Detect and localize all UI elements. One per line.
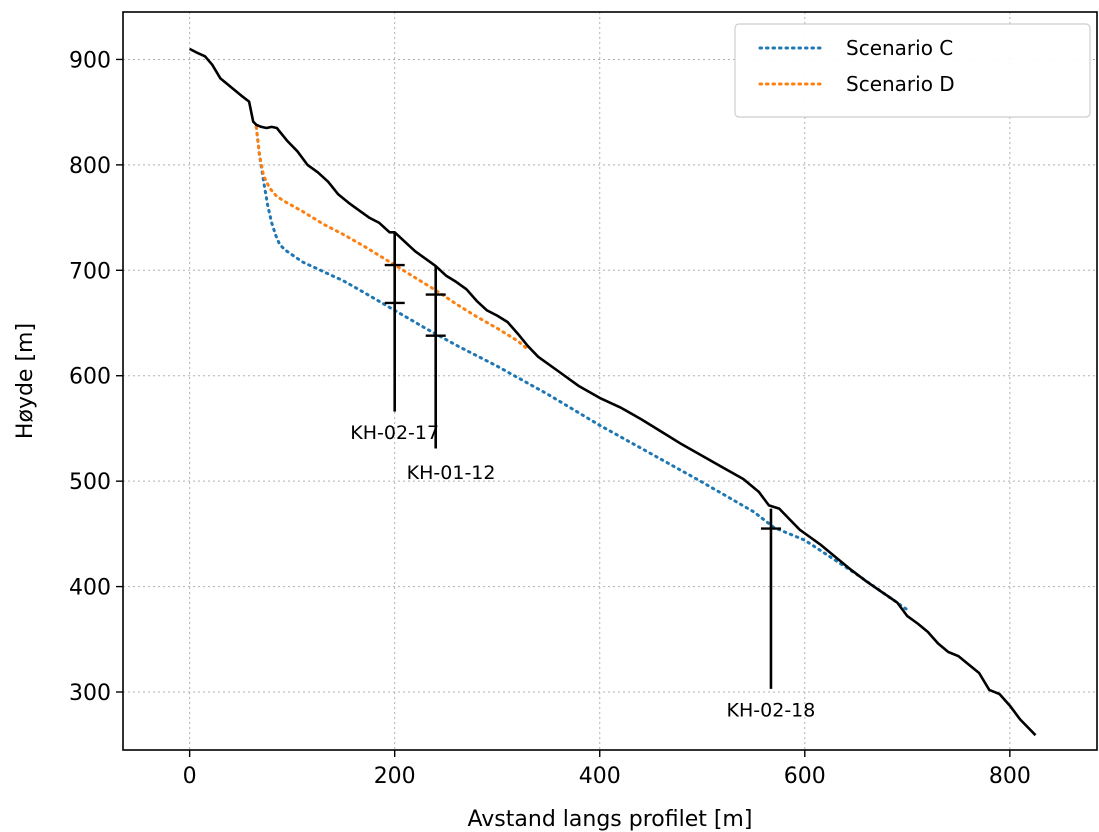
terrain-profile-line: [189, 47, 1037, 737]
x-tick-label: 400: [579, 764, 621, 789]
axis-ticks: 0 200 400 600 800 300 400 500 600 700 800 900: [69, 48, 1031, 789]
borehole-kh-02-18: KH-02-18: [727, 508, 816, 721]
plot-frame: [122, 11, 1098, 751]
x-tick-label: 0: [183, 764, 197, 789]
borehole-kh-02-17: KH-02-17: [350, 232, 439, 444]
data-lines: [189, 47, 1037, 737]
borehole-label: KH-01-12: [407, 462, 496, 484]
x-tick-label: 200: [374, 764, 416, 789]
legend: Scenario C Scenario D: [734, 23, 1091, 118]
borehole-kh-01-12: KH-01-12: [407, 266, 496, 484]
y-tick-label: 400: [69, 576, 111, 601]
series-line-scenario-d: [254, 125, 530, 351]
borehole-label: KH-02-17: [350, 422, 439, 444]
boreholes: KH-02-17 KH-01-12 KH-02-18: [350, 232, 815, 721]
y-tick-label: 500: [69, 470, 111, 495]
y-tick-label: 600: [69, 365, 111, 390]
legend-box: [734, 23, 1091, 118]
y-tick-label: 900: [69, 48, 111, 73]
borehole-label: KH-02-18: [727, 699, 816, 721]
x-tick-label: 800: [989, 764, 1031, 789]
y-tick-label: 300: [69, 681, 111, 706]
legend-label: Scenario C: [846, 36, 953, 60]
legend-label: Scenario D: [846, 72, 955, 96]
x-axis-label: Avstand langs profilet [m]: [468, 807, 753, 832]
y-tick-label: 800: [69, 154, 111, 179]
x-tick-label: 600: [784, 764, 826, 789]
y-axis-label: Høyde [m]: [13, 323, 38, 439]
y-tick-label: 700: [69, 259, 111, 284]
grid-lines: [123, 12, 1097, 750]
